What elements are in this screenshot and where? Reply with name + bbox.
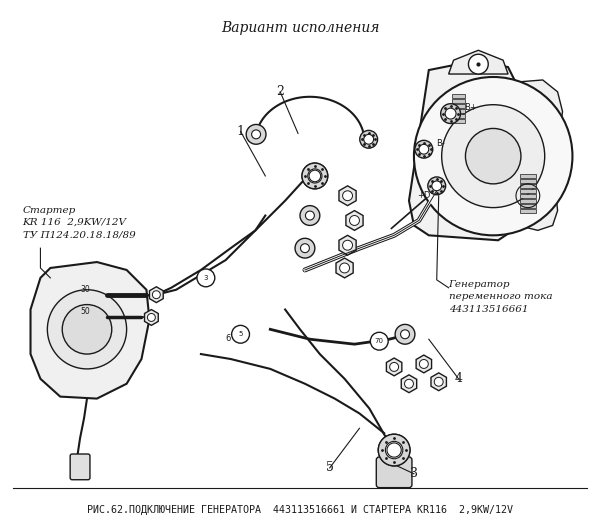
Bar xyxy=(452,114,466,117)
Circle shape xyxy=(62,305,112,354)
Text: B-: B- xyxy=(436,139,445,148)
Bar xyxy=(520,204,536,208)
Text: B+: B+ xyxy=(464,102,477,112)
Text: 2: 2 xyxy=(276,85,284,98)
Bar xyxy=(452,99,466,102)
Circle shape xyxy=(246,124,266,144)
Bar xyxy=(520,194,536,198)
Text: 4: 4 xyxy=(455,372,463,386)
Bar xyxy=(520,199,536,203)
Text: +D: +D xyxy=(417,191,430,200)
Circle shape xyxy=(197,269,215,287)
Circle shape xyxy=(469,54,488,74)
Circle shape xyxy=(404,379,413,388)
Bar xyxy=(452,118,466,123)
Circle shape xyxy=(148,313,155,321)
Polygon shape xyxy=(409,60,518,240)
Polygon shape xyxy=(431,373,446,391)
Circle shape xyxy=(419,144,429,154)
Bar xyxy=(520,179,536,183)
Circle shape xyxy=(350,216,359,226)
Text: Генератор
переменного тока
443113516661: Генератор переменного тока 443113516661 xyxy=(449,280,552,314)
Bar xyxy=(452,109,466,113)
Circle shape xyxy=(47,290,127,369)
Bar xyxy=(520,184,536,188)
Text: 5: 5 xyxy=(238,331,243,337)
Circle shape xyxy=(302,163,328,189)
Circle shape xyxy=(466,129,521,184)
Circle shape xyxy=(364,134,374,144)
Circle shape xyxy=(232,326,250,343)
Text: РИС.62.ПОДКЛЮЧЕНИЕ ГЕНЕРАТОРА  443113516661 И СТАРТЕРА KR116  2,9KW/12V: РИС.62.ПОДКЛЮЧЕНИЕ ГЕНЕРАТОРА 4431135166… xyxy=(87,506,513,516)
Circle shape xyxy=(432,181,442,191)
Text: 50: 50 xyxy=(80,307,90,316)
Text: 70: 70 xyxy=(375,338,384,344)
Circle shape xyxy=(302,163,328,189)
Circle shape xyxy=(152,291,160,298)
Circle shape xyxy=(301,244,310,253)
Polygon shape xyxy=(31,262,149,399)
Circle shape xyxy=(343,240,353,250)
Circle shape xyxy=(378,434,410,466)
Text: 5: 5 xyxy=(326,461,334,474)
Polygon shape xyxy=(401,375,417,392)
Polygon shape xyxy=(449,50,508,74)
Circle shape xyxy=(300,205,320,226)
Circle shape xyxy=(385,441,403,459)
Text: Вариант исполнения: Вариант исполнения xyxy=(221,21,379,35)
Circle shape xyxy=(415,140,433,158)
Polygon shape xyxy=(416,355,431,373)
Circle shape xyxy=(370,332,388,350)
Circle shape xyxy=(434,378,443,386)
Bar xyxy=(520,189,536,193)
Text: 3: 3 xyxy=(203,275,208,281)
Polygon shape xyxy=(145,310,158,326)
Text: 3: 3 xyxy=(410,467,418,481)
Circle shape xyxy=(440,104,461,124)
Polygon shape xyxy=(503,80,563,230)
Circle shape xyxy=(305,211,314,220)
Circle shape xyxy=(378,434,410,466)
Polygon shape xyxy=(149,287,163,303)
Polygon shape xyxy=(346,211,363,230)
Text: Стартер
KR 116  2,9KW/12V
ТУ П124.20.18.18/89: Стартер KR 116 2,9KW/12V ТУ П124.20.18.1… xyxy=(23,205,136,239)
Text: 6: 6 xyxy=(226,334,231,343)
Polygon shape xyxy=(336,258,353,278)
Bar xyxy=(520,209,536,212)
Text: 1: 1 xyxy=(236,125,245,138)
Circle shape xyxy=(428,177,446,195)
Circle shape xyxy=(340,263,350,273)
Circle shape xyxy=(308,169,322,183)
Text: 30: 30 xyxy=(80,285,90,294)
Circle shape xyxy=(419,359,428,369)
Bar xyxy=(452,104,466,108)
Bar xyxy=(452,94,466,98)
Circle shape xyxy=(343,191,353,201)
Circle shape xyxy=(442,105,545,208)
Circle shape xyxy=(251,130,260,139)
Circle shape xyxy=(295,238,315,258)
Circle shape xyxy=(309,170,320,182)
Circle shape xyxy=(387,443,401,457)
Polygon shape xyxy=(339,235,356,255)
Circle shape xyxy=(389,363,398,371)
Polygon shape xyxy=(386,358,402,376)
Circle shape xyxy=(395,324,415,344)
Bar xyxy=(520,174,536,178)
FancyBboxPatch shape xyxy=(70,454,90,479)
Circle shape xyxy=(360,131,377,148)
Polygon shape xyxy=(339,186,356,205)
Circle shape xyxy=(414,77,572,235)
Circle shape xyxy=(401,330,409,339)
FancyBboxPatch shape xyxy=(376,457,412,487)
Circle shape xyxy=(445,108,456,119)
